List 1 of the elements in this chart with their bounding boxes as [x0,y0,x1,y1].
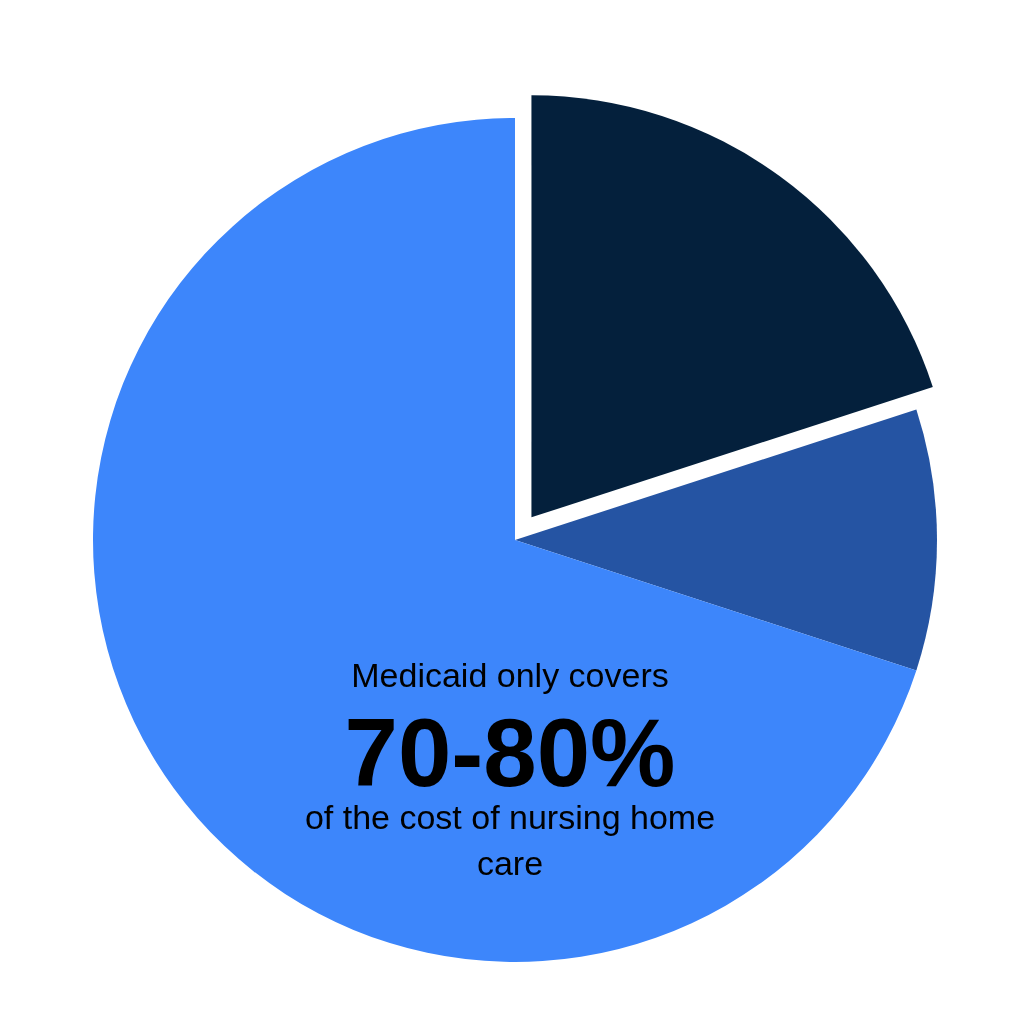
text: Medicaid only covers [350,656,670,695]
